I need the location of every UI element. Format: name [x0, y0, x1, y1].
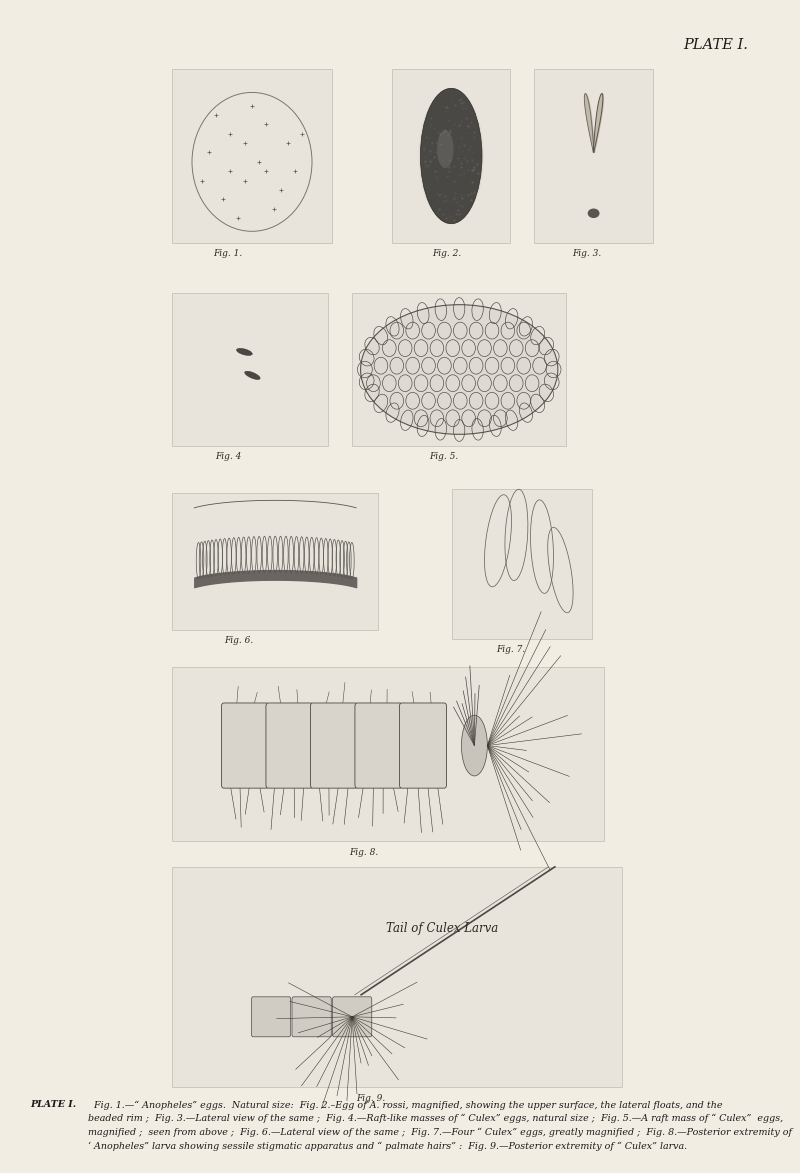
Ellipse shape [237, 348, 252, 355]
Text: Fig. 3.: Fig. 3. [572, 249, 601, 258]
Text: Fig. 9.: Fig. 9. [356, 1094, 385, 1104]
Ellipse shape [245, 371, 260, 380]
FancyBboxPatch shape [172, 867, 622, 1087]
Text: Fig. 1.: Fig. 1. [214, 249, 242, 258]
Ellipse shape [462, 716, 487, 777]
FancyBboxPatch shape [292, 997, 331, 1037]
Ellipse shape [437, 130, 454, 168]
Text: Fig. 1.—“ Anopheles” eggs.  Natural size:  Fig. 2.–Egg of A. rossi, magnified, s: Fig. 1.—“ Anopheles” eggs. Natural size:… [88, 1100, 792, 1151]
Text: PLATE I.: PLATE I. [683, 38, 749, 52]
FancyBboxPatch shape [352, 293, 566, 446]
Text: Fig. 6.: Fig. 6. [224, 636, 253, 645]
FancyBboxPatch shape [355, 703, 402, 788]
FancyBboxPatch shape [310, 703, 358, 788]
FancyBboxPatch shape [172, 293, 328, 446]
Text: Fig. 4: Fig. 4 [215, 452, 241, 461]
Text: Fig. 8.: Fig. 8. [350, 848, 378, 857]
Ellipse shape [421, 94, 482, 218]
FancyBboxPatch shape [333, 997, 372, 1037]
Text: PLATE I.: PLATE I. [30, 1100, 77, 1110]
FancyBboxPatch shape [399, 703, 446, 788]
FancyBboxPatch shape [266, 703, 313, 788]
FancyBboxPatch shape [534, 69, 653, 243]
Ellipse shape [418, 88, 484, 224]
FancyBboxPatch shape [392, 69, 510, 243]
Ellipse shape [361, 305, 558, 434]
FancyBboxPatch shape [251, 997, 290, 1037]
Text: Tail of Culex Larva: Tail of Culex Larva [386, 922, 498, 935]
FancyBboxPatch shape [172, 667, 604, 841]
Text: Fig. 7.: Fig. 7. [496, 645, 525, 655]
Text: Fig. 2.: Fig. 2. [432, 249, 461, 258]
Ellipse shape [421, 88, 482, 224]
Text: Fig. 5.: Fig. 5. [430, 452, 458, 461]
FancyBboxPatch shape [452, 489, 592, 639]
FancyBboxPatch shape [222, 703, 269, 788]
FancyBboxPatch shape [172, 493, 378, 630]
Ellipse shape [588, 209, 599, 218]
FancyBboxPatch shape [172, 69, 332, 243]
